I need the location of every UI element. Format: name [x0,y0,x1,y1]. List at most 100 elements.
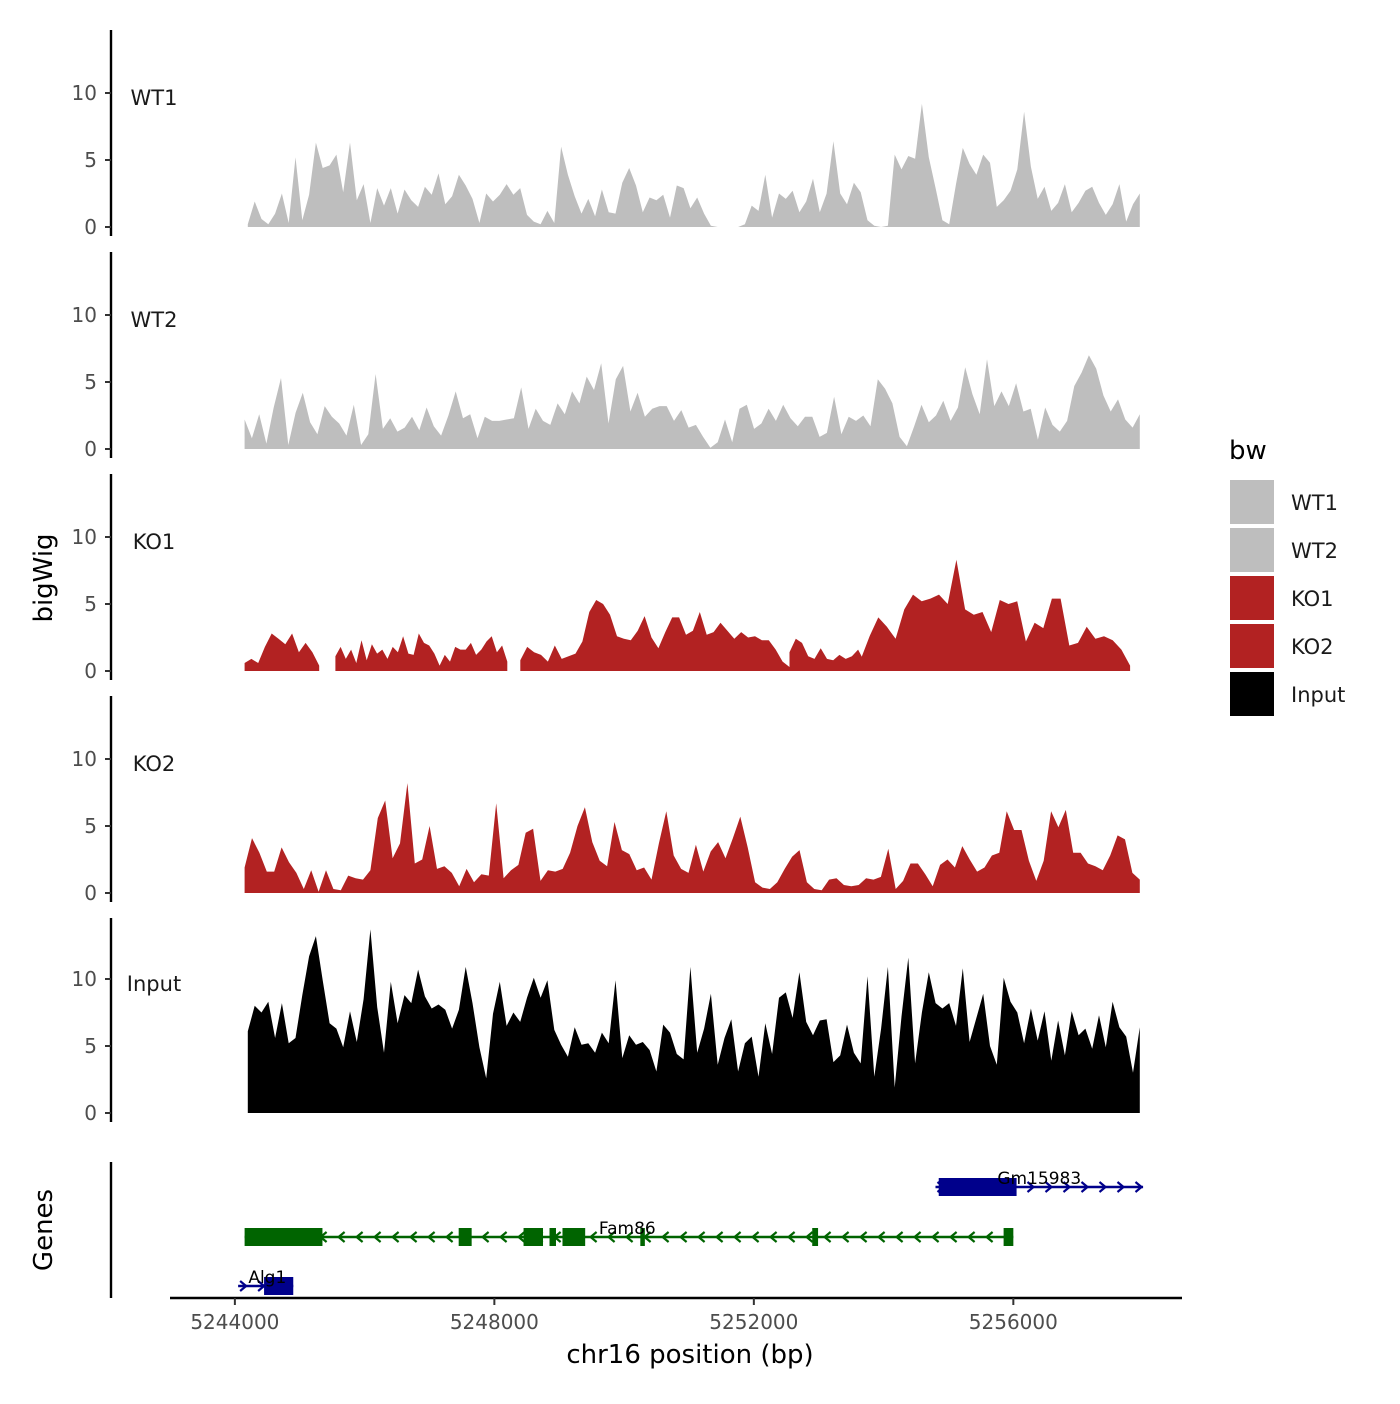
track-ko1-area-segment-2 [520,600,790,671]
legend-title: bw [1229,436,1267,466]
gene-gm15983-strand-arrow-11 [1134,1181,1144,1193]
x-tick-label-5248000: 5248000 [450,1310,539,1334]
legend-label-input: Input [1291,683,1345,707]
track-wt1-area [247,103,1140,227]
legend-key-ko1 [1230,576,1274,620]
gene-fam86-label: Fam86 [599,1219,656,1239]
gene-fam86-exon-6 [812,1228,819,1246]
track-ko1-area [244,559,1131,671]
track-input-area [247,929,1140,1113]
track-wt1-tick-label-5: 5 [84,148,97,172]
gene-fam86-strand-arrow-27 [732,1231,742,1243]
track-wt1-y-ticks: 0 5 10 [72,81,111,239]
track-input-label: Input [127,972,181,996]
legend-entry-wt2: WT2 [1230,528,1338,572]
legend-label-wt1: WT1 [1291,491,1338,515]
gene-gm15983-exons [938,1178,1017,1196]
gene-fam86-strand-arrow-23 [660,1231,670,1243]
gene-fam86-strand-arrow-39 [948,1231,958,1243]
track-wt2-area-segment-0 [244,355,1140,449]
gene-fam86-exon-7 [1003,1228,1014,1246]
gene-fam86-strand-arrow-21 [624,1231,634,1243]
gene-fam86-strand-arrow-40 [966,1231,976,1243]
gene-fam86-strand-arrow-31 [804,1231,814,1243]
gene-fam86-strand-arrow-33 [840,1231,850,1243]
x-axis: 5244000 5248000 5252000 5256000 chr16 po… [170,1296,1182,1370]
track-wt1-tick-label-10: 10 [72,81,97,105]
gene-fam86-strand-arrow-30 [786,1231,796,1243]
gene-fam86-strand-arrow-28 [750,1231,760,1243]
track-wt1-tick-label-0: 0 [84,215,97,239]
track-ko1-tick-label-10: 10 [72,525,97,549]
gene-fam86-strand-arrow-29 [768,1231,778,1243]
gene-fam86-strand-arrow-8 [390,1231,400,1243]
gene-gm15983-label: Gm15983 [997,1169,1081,1189]
track-ko2: 0 5 10 KO2 [72,696,1140,905]
gene-fam86-strand-arrow-24 [678,1231,688,1243]
gene-gm15983-exon-0 [938,1178,1017,1196]
x-tick-label-5244000: 5244000 [190,1310,279,1334]
legend-entry-ko1: KO1 [1230,576,1334,620]
track-ko1-tick-label-5: 5 [84,592,97,616]
legend-entry-ko2: KO2 [1230,624,1334,668]
track-input-tick-label-0: 0 [84,1101,97,1125]
track-wt1-label: WT1 [131,86,178,110]
gene-fam86-strand-arrow-19 [588,1231,598,1243]
legend-key-wt2 [1230,528,1274,572]
gene-fam86-strand-arrow-5 [336,1231,346,1243]
gene-gm15983-strand-arrow-8 [1080,1181,1090,1193]
track-input-area-segment-0 [247,929,1140,1113]
legend-entry-wt1: WT1 [1230,480,1338,524]
track-ko2-tick-label-5: 5 [84,814,97,838]
track-ko1-area-segment-0 [244,633,320,671]
track-input-y-ticks: 0 5 10 [72,967,111,1125]
track-input: 0 5 10 Input [72,918,1140,1125]
gene-fam86-strand-arrow-34 [858,1231,868,1243]
gene-fam86-exon-2 [523,1228,544,1246]
track-ko2-area [244,783,1140,893]
gene-fam86-exon-4 [562,1228,586,1246]
gene-alg1-strand-arrow-0 [239,1280,248,1292]
genes-axis-title: Genes [29,1189,59,1271]
gene-gm15983-strand-arrow-10 [1116,1181,1126,1193]
gene-fam86-strand-arrow-11 [444,1231,454,1243]
gene-gm15983-strand-arrow-5 [1026,1181,1036,1193]
gene-alg1-exon-0 [264,1277,294,1295]
legend-key-input [1230,672,1274,716]
track-wt1: 0 5 10 WT1 [72,30,1140,239]
track-wt2-tick-label-5: 5 [84,370,97,394]
track-wt2: 0 5 10 WT2 [72,252,1140,461]
track-wt2-tick-label-10: 10 [72,303,97,327]
gene-fam86-strand-arrow-26 [714,1231,724,1243]
gene-fam86-strand-arrow-35 [876,1231,886,1243]
track-wt2-tick-label-0: 0 [84,437,97,461]
gene-fam86-strand-arrow-38 [930,1231,940,1243]
gene-fam86-exon-3 [549,1228,556,1246]
legend-label-wt2: WT2 [1291,539,1338,563]
track-ko2-area-segment-0 [244,783,1140,893]
track-ko1-tick-label-0: 0 [84,659,97,683]
track-ko1-area-segment-1 [335,633,508,671]
gene-fam86: Fam86 [244,1219,1014,1246]
y-axis-title: bigWig [29,533,59,622]
gene-alg1: Alg1 [238,1268,294,1295]
legend-key-wt1 [1230,480,1274,524]
legend-label-ko2: KO2 [1291,635,1334,659]
track-wt2-y-ticks: 0 5 10 [72,303,111,461]
gene-fam86-strand-arrow-37 [912,1231,922,1243]
track-ko2-y-ticks: 0 5 10 [72,747,111,905]
legend-entry-input: Input [1230,672,1345,716]
x-axis-title: chr16 position (bp) [566,1340,813,1370]
gene-fam86-strand-arrow-25 [696,1231,706,1243]
legend-label-ko1: KO1 [1291,587,1334,611]
track-wt2-label: WT2 [131,308,178,332]
gene-fam86-strand-arrow-41 [984,1231,994,1243]
gene-fam86-exon-1 [458,1228,472,1246]
gene-alg1-label: Alg1 [248,1268,286,1288]
gene-fam86-strand-arrow-10 [426,1231,436,1243]
legend-key-ko2 [1230,624,1274,668]
track-wt1-area-segment-0 [247,103,1140,227]
track-ko2-tick-label-10: 10 [72,747,97,771]
